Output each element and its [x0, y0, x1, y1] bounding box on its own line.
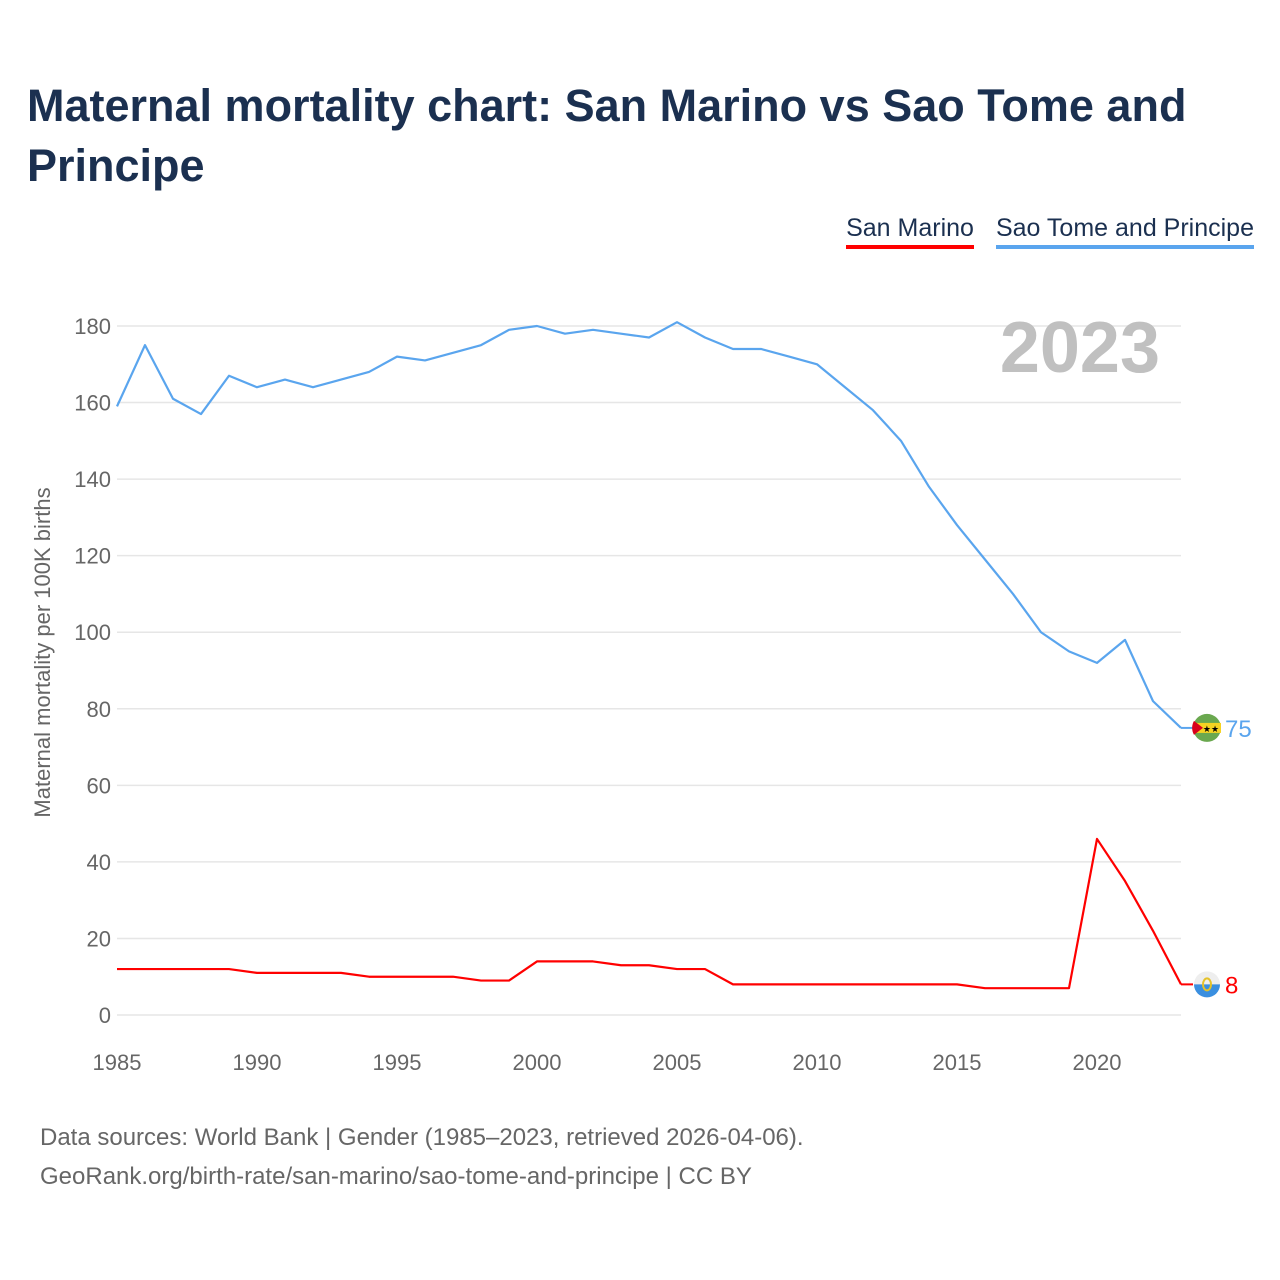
x-tick-label: 1990: [233, 1050, 282, 1075]
chart-title: Maternal mortality chart: San Marino vs …: [27, 80, 1187, 191]
y-tick-label: 180: [74, 314, 111, 339]
y-tick-label: 160: [74, 391, 111, 416]
star-icon: ★★: [1203, 724, 1219, 734]
legend-sao-tome[interactable]: Sao Tome and Principe: [995, 214, 1254, 249]
end-value-label: 75: [1225, 716, 1252, 743]
y-tick-label: 80: [87, 697, 111, 722]
year-label: 2023: [1000, 308, 1160, 388]
legend: San Marino Sao Tome and Principe: [846, 214, 1254, 249]
x-tick-label: 2015: [933, 1050, 982, 1075]
y-tick-label: 40: [87, 850, 111, 875]
end-value-label: 8: [1225, 972, 1238, 999]
y-tick-label: 60: [87, 773, 111, 798]
y-tick-label: 20: [87, 926, 111, 951]
x-tick-label: 2000: [513, 1050, 562, 1075]
legend-san-marino[interactable]: San Marino: [846, 214, 974, 249]
sao-tome-flag-icon: [1192, 720, 1203, 735]
y-tick-label: 140: [74, 467, 111, 492]
source-text: Data sources: World Bank | Gender (1985–…: [40, 1124, 804, 1151]
footer: Data sources: World Bank | Gender (1985–…: [40, 1118, 804, 1196]
sao-tome-flag-icon: [1193, 722, 1221, 733]
x-tick-label: 2010: [793, 1050, 842, 1075]
source-url[interactable]: GeoRank.org/birth-rate/san-marino/sao-to…: [40, 1163, 752, 1190]
x-tick-label: 1985: [93, 1050, 142, 1075]
series-line-san-marino: [117, 837, 1182, 990]
x-tick-label: 1995: [373, 1050, 422, 1075]
y-tick-label: 0: [99, 1003, 111, 1028]
y-tick-label: 100: [74, 620, 111, 645]
x-tick-label: 2005: [653, 1050, 702, 1075]
y-axis-label: Maternal mortality per 100K births: [30, 487, 55, 817]
x-tick-label: 2020: [1073, 1050, 1122, 1075]
san-marino-flag-icon: [1202, 977, 1212, 992]
y-tick-label: 120: [74, 544, 111, 569]
series-line-sao-tome: [115, 321, 1182, 729]
